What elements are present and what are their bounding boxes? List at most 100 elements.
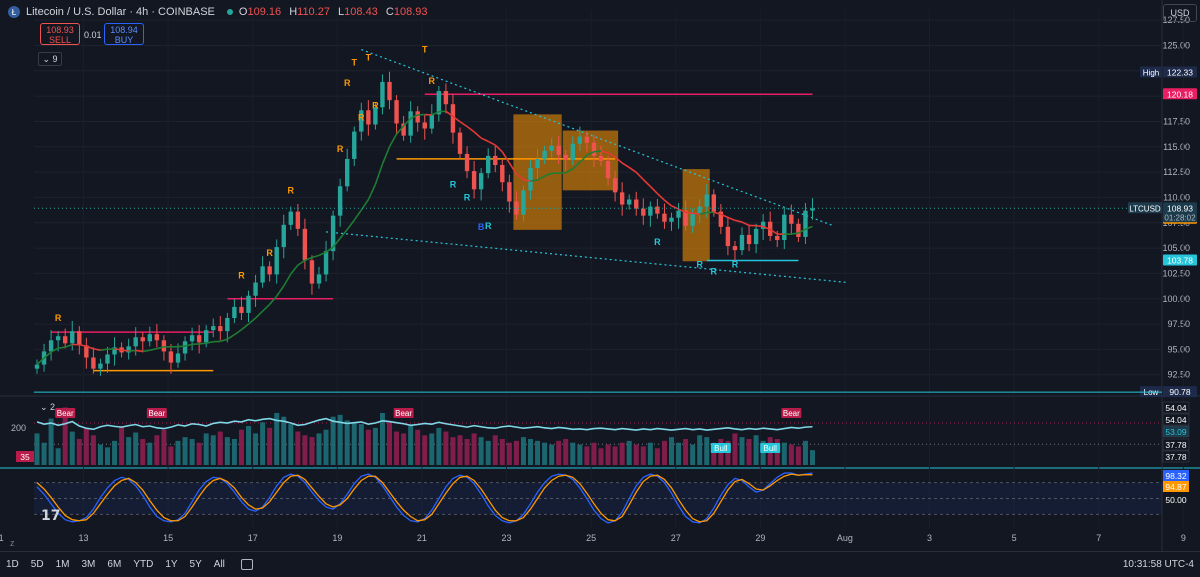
bias-label: Bear (57, 409, 74, 418)
moving-average-segment (58, 347, 65, 348)
sell-button[interactable]: 108.93 SELL (40, 23, 80, 45)
last-price-tag: 108.93 (1167, 203, 1193, 213)
indicator-pane-toggle[interactable]: ⌄ 2 (40, 402, 55, 413)
volume-bar (324, 430, 329, 465)
candle (754, 229, 758, 244)
volume-bar (373, 428, 378, 465)
timeframe-1d[interactable]: 1D (6, 559, 19, 570)
timeframe-5y[interactable]: 5Y (190, 559, 202, 570)
moving-average-segment (460, 122, 467, 127)
timeframe-ytd[interactable]: YTD (133, 559, 153, 570)
candle (394, 100, 398, 123)
candle (627, 199, 631, 204)
buy-button[interactable]: 108.94 BUY (104, 23, 144, 45)
volume-bar (634, 445, 639, 465)
volume-bar (204, 433, 209, 465)
volume-bar (620, 443, 625, 465)
candle (564, 155, 568, 160)
candle (430, 114, 434, 128)
volume-bar (789, 445, 794, 465)
volume-bar (740, 437, 745, 465)
candle (557, 146, 561, 155)
timeframe-1m[interactable]: 1M (56, 559, 70, 570)
moving-average-segment (122, 350, 129, 351)
candle (669, 218, 673, 222)
volume-right-tag: 54.04 (1165, 415, 1187, 425)
currency-selector[interactable]: USD (1163, 4, 1197, 22)
y-tick-label: 100.00 (1162, 294, 1190, 304)
volume-bar (450, 437, 455, 465)
candle (296, 212, 300, 229)
moving-average-segment (375, 164, 382, 184)
volume-bar (521, 437, 526, 465)
stoch-right-tag: 98.32 (1165, 471, 1187, 481)
moving-average-segment (791, 233, 798, 234)
volume-bar (98, 445, 103, 465)
volume-bar (627, 441, 632, 465)
candle (458, 133, 462, 154)
moving-average-segment (481, 138, 488, 141)
candle (733, 246, 737, 250)
volume-bar (176, 441, 181, 465)
candle (324, 251, 328, 274)
timeframe-6m[interactable]: 6M (107, 559, 121, 570)
moving-average-segment (312, 255, 319, 257)
candle (239, 307, 243, 313)
volume-bar (281, 417, 286, 465)
moving-average-segment (622, 163, 629, 167)
volume-bar (253, 433, 258, 465)
candle (641, 209, 645, 216)
candle (98, 364, 102, 369)
moving-average-segment (129, 350, 136, 351)
moving-average-segment (270, 296, 277, 304)
x-tick-label: 21 (417, 533, 427, 543)
volume-bar (345, 420, 350, 465)
indicators-collapse-button[interactable]: ⌄ 9 (38, 52, 62, 66)
timeframe-3m[interactable]: 3M (82, 559, 96, 570)
candle (782, 215, 786, 240)
candle (507, 182, 511, 201)
volume-bar (493, 435, 498, 465)
timeframe-5d[interactable]: 5D (31, 559, 44, 570)
moving-average-segment (488, 141, 495, 145)
moving-average-segment (657, 194, 664, 201)
moving-average-segment (291, 265, 298, 274)
symbol-title[interactable]: Litecoin / U.S. Dollar · 4h · COINBASE (26, 6, 215, 18)
volume-bar (295, 432, 300, 465)
volume-bar (472, 433, 477, 465)
moving-average-segment (347, 220, 354, 229)
signal-label: R (732, 259, 739, 269)
chart-header: Ł Litecoin / U.S. Dollar · 4h · COINBASE… (8, 3, 432, 21)
volume-bar (35, 433, 40, 465)
volume-bar (690, 445, 695, 465)
candle (585, 137, 589, 143)
candle (211, 326, 215, 330)
volume-bar (782, 443, 787, 465)
bias-label: Bull (764, 444, 778, 453)
signal-label: R (288, 185, 295, 195)
y-tick-label: 115.00 (1163, 142, 1190, 152)
timeframe-all[interactable]: All (214, 559, 225, 570)
timeframe-1y[interactable]: 1Y (165, 559, 177, 570)
bottom-toolbar: 1D 5D 1M 3M 6M YTD 1Y 5Y All 10:31:58 UT… (0, 551, 1200, 577)
volume-bar (161, 430, 166, 465)
volume-bar (352, 422, 357, 465)
volume-bar (528, 439, 533, 465)
x-tick-label: 3 (927, 533, 932, 543)
moving-average-segment (502, 152, 509, 163)
volume-bar (197, 443, 202, 465)
calendar-icon[interactable] (241, 559, 253, 570)
moving-average-segment (136, 350, 143, 351)
volume-bar (288, 424, 293, 465)
candle (571, 144, 575, 160)
candle (204, 330, 208, 342)
signal-label: R (654, 237, 661, 247)
candle (690, 214, 694, 226)
ohlc-readout: O109.16 H110.27 L108.43 C108.93 (239, 6, 433, 18)
moving-average-segment (735, 220, 742, 222)
volume-right-tag: 37.78 (1165, 452, 1187, 462)
signal-label: R (485, 221, 492, 231)
volume-bar (183, 437, 188, 465)
volume-bar (91, 435, 96, 465)
